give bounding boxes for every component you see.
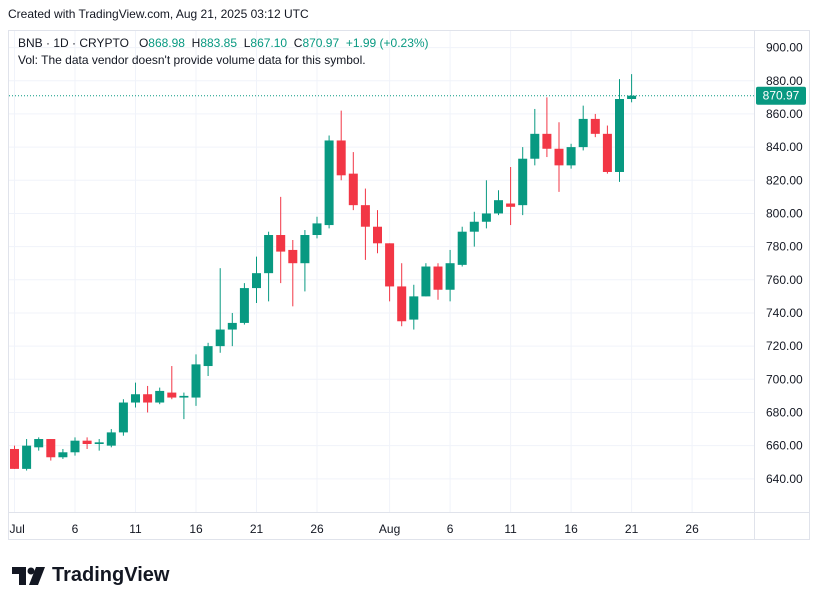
legend: BNB · 1D · CRYPTO O868.98 H883.85 L867.1… [18, 35, 429, 69]
x-tick-label: 11 [504, 522, 517, 536]
x-tick-label: Aug [379, 522, 400, 536]
candle-up [118, 402, 128, 433]
candle-down [336, 140, 346, 176]
y-tick-label: 760.00 [766, 273, 803, 287]
tradingview-logo-text: TradingView [52, 564, 170, 586]
y-tick-label: 840.00 [766, 140, 803, 154]
legend-open-label: O [138, 36, 149, 50]
candle-down [143, 394, 153, 403]
candle-down [288, 249, 298, 264]
candle-down [46, 439, 56, 458]
candle-up [227, 322, 237, 330]
y-tick-label: 860.00 [766, 107, 803, 121]
candle-up [615, 99, 624, 172]
candle-up [566, 147, 576, 166]
candle-up [106, 432, 116, 446]
candle-down [385, 243, 395, 287]
legend-high-label: H [191, 36, 201, 50]
legend-symbol: BNB · 1D · CRYPTO [18, 36, 129, 50]
candle-up [578, 118, 588, 148]
candle-down [373, 226, 382, 244]
candle-up [264, 235, 274, 274]
legend-close-value: 870.97 [302, 36, 340, 50]
candle-down [360, 205, 370, 227]
y-tick-label: 660.00 [766, 439, 803, 453]
candle-up [239, 288, 249, 323]
candle-down [542, 133, 552, 149]
candle-up [627, 95, 637, 100]
x-tick-label: 21 [250, 522, 264, 536]
legend-high-value: 883.85 [200, 36, 238, 50]
tradingview-logo-icon [12, 566, 45, 585]
y-tick-label: 800.00 [766, 206, 803, 220]
candle-up [58, 452, 68, 458]
candle-up [421, 266, 431, 297]
x-tick-label: 26 [685, 522, 699, 536]
candle-up [469, 221, 479, 232]
x-tick-label: 6 [447, 522, 454, 536]
y-tick-label: 820.00 [766, 173, 803, 187]
x-tick-label: Jul [10, 522, 25, 536]
candle-up [518, 158, 528, 206]
candle-down [554, 148, 564, 166]
candle-down [276, 235, 286, 252]
y-tick-label: 680.00 [766, 405, 803, 419]
candle-up [530, 133, 540, 159]
candle-up [445, 263, 455, 290]
y-tick-label: 880.00 [766, 74, 803, 88]
x-tick-label: 26 [310, 522, 324, 536]
chart-frame[interactable] [8, 30, 810, 540]
candle-up [457, 231, 467, 265]
legend-close-label: C [293, 36, 303, 50]
candle-up [34, 439, 44, 448]
candle-up [409, 296, 419, 320]
legend-open-value: 868.98 [148, 36, 185, 50]
last-price-badge [756, 86, 806, 105]
legend-volume-note: Vol: The data vendor doesn't provide vol… [18, 53, 366, 67]
last-price-badge-label: 870.97 [763, 89, 800, 103]
y-tick-label: 700.00 [766, 372, 803, 386]
candle-up [203, 346, 213, 367]
candle-up [191, 364, 201, 398]
candle-up [215, 329, 225, 347]
candle-up [70, 440, 80, 453]
x-tick-label: 11 [129, 522, 142, 536]
candle-down [82, 440, 92, 444]
candle-up [131, 394, 140, 403]
tradingview-logo[interactable]: TradingView [12, 564, 169, 587]
candle-up [312, 223, 322, 236]
candle-down [167, 392, 177, 398]
candle-up [481, 213, 491, 222]
legend-change: +1.99 (+0.23%) [345, 36, 429, 50]
candle-up [22, 445, 32, 469]
y-tick-label: 780.00 [766, 240, 803, 254]
candle-up [324, 140, 334, 226]
y-tick-label: 740.00 [766, 306, 803, 320]
candle-down [10, 448, 19, 469]
candle-up [252, 273, 261, 289]
candle-down [433, 266, 443, 290]
candle-down [397, 286, 407, 322]
candle-up [94, 442, 104, 444]
chart-header: Created with TradingView.com, Aug 21, 20… [8, 7, 309, 21]
y-tick-label: 720.00 [766, 339, 803, 353]
candle-down [602, 133, 612, 172]
candle-down [590, 118, 600, 134]
candle-up [179, 395, 189, 398]
x-tick-label: 16 [189, 522, 203, 536]
x-tick-label: 6 [72, 522, 79, 536]
candle-up [155, 390, 165, 403]
candle-down [348, 173, 358, 206]
y-tick-label: 640.00 [766, 472, 803, 486]
x-tick-label: 16 [564, 522, 578, 536]
legend-low-label: L [243, 36, 251, 50]
candle-up [494, 200, 503, 214]
legend-low-value: 867.10 [250, 36, 288, 50]
x-tick-label: 21 [625, 522, 639, 536]
candle-down [506, 203, 516, 207]
y-tick-label: 900.00 [766, 41, 803, 55]
candle-up [300, 235, 310, 264]
